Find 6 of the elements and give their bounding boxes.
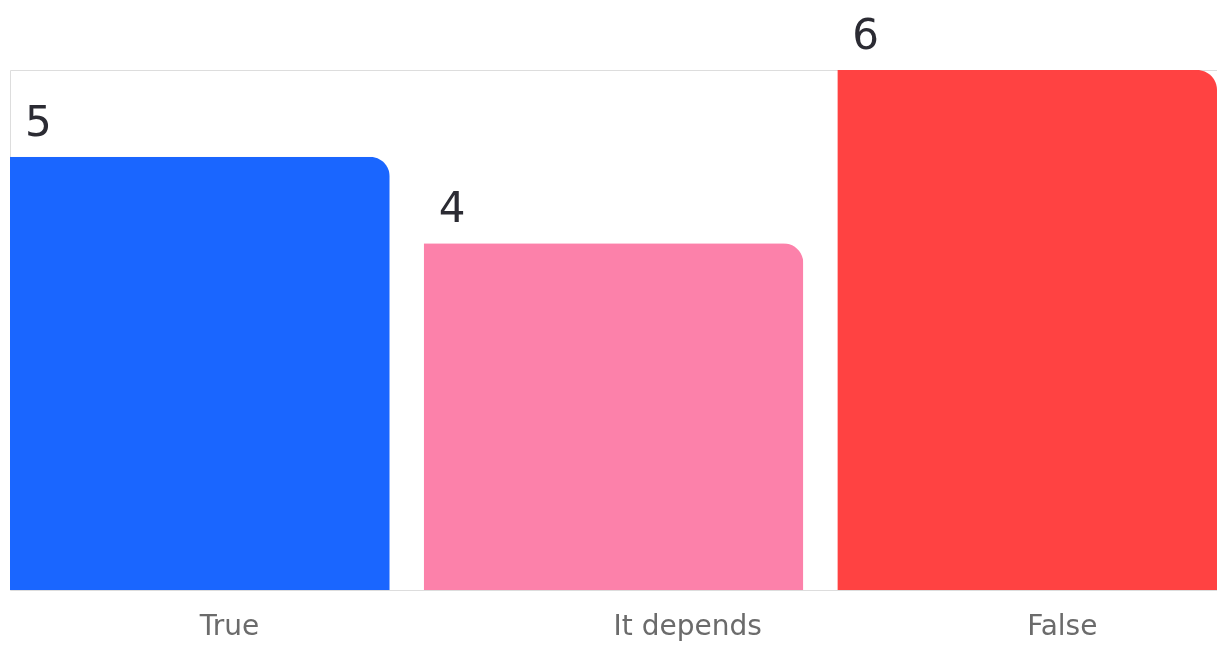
data-label: 4 [438, 183, 466, 233]
data-label: 5 [25, 96, 52, 146]
x-tick-label: It depends [613, 608, 762, 642]
x-tick-label: True [198, 608, 260, 642]
x-tick-label: False [1027, 608, 1098, 642]
data-label: 6 [852, 10, 880, 59]
